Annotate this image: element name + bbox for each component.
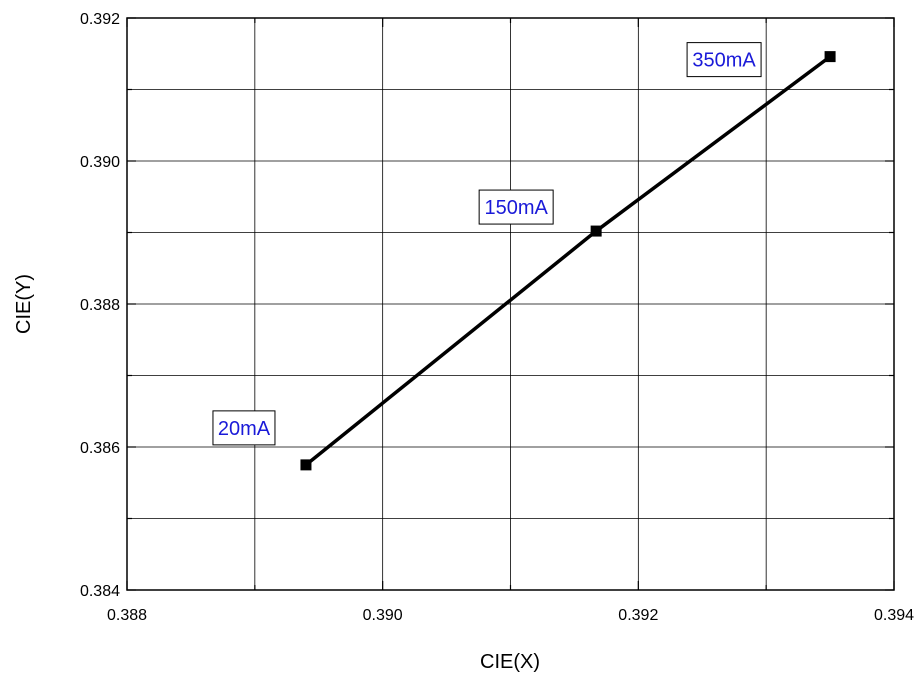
annotation-box [478, 189, 554, 225]
data-point-marker [590, 225, 602, 237]
x-tick-label: 0.390 [363, 607, 403, 624]
x-axis-label: CIE(X) [480, 651, 540, 673]
y-tick-label: 0.388 [80, 297, 120, 314]
data-point-marker [824, 51, 836, 63]
data-point-marker [300, 459, 312, 471]
minor-ticks [127, 18, 894, 590]
y-axis-label: CIE(Y) [13, 274, 35, 334]
annotation-label: 150mA [484, 197, 548, 219]
y-tick-label: 0.390 [80, 154, 120, 171]
annotation-label: 20mA [218, 418, 271, 440]
series-line [304, 55, 832, 467]
series [300, 51, 836, 471]
y-tick-label: 0.384 [80, 583, 120, 600]
x-tick-label: 0.388 [107, 607, 147, 624]
annotation-box [686, 42, 762, 78]
y-tick-label: 0.386 [80, 440, 120, 457]
y-tick-labels: 0.384 0.386 0.388 0.390 0.392 [80, 11, 120, 600]
major-ticks [126, 17, 895, 591]
grid-lines [127, 18, 894, 590]
x-tick-labels: 0.388 0.390 0.392 0.394 [107, 607, 914, 624]
point-annotations: 20mA 150mA 350mA [212, 42, 762, 446]
x-tick-label: 0.394 [874, 607, 914, 624]
x-tick-label: 0.392 [618, 607, 658, 624]
y-tick-label: 0.392 [80, 11, 120, 28]
annotation-box [212, 410, 276, 446]
annotation-label: 350mA [692, 50, 756, 72]
